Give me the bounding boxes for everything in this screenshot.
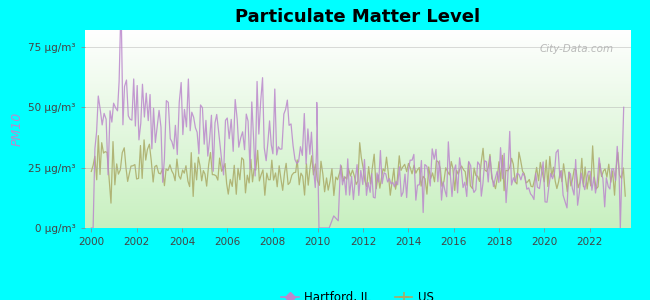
Text: City-Data.com: City-Data.com <box>540 44 614 54</box>
Y-axis label: PM10: PM10 <box>11 112 24 146</box>
Legend: Hartford, IL, US: Hartford, IL, US <box>276 287 439 300</box>
Title: Particulate Matter Level: Particulate Matter Level <box>235 8 480 26</box>
